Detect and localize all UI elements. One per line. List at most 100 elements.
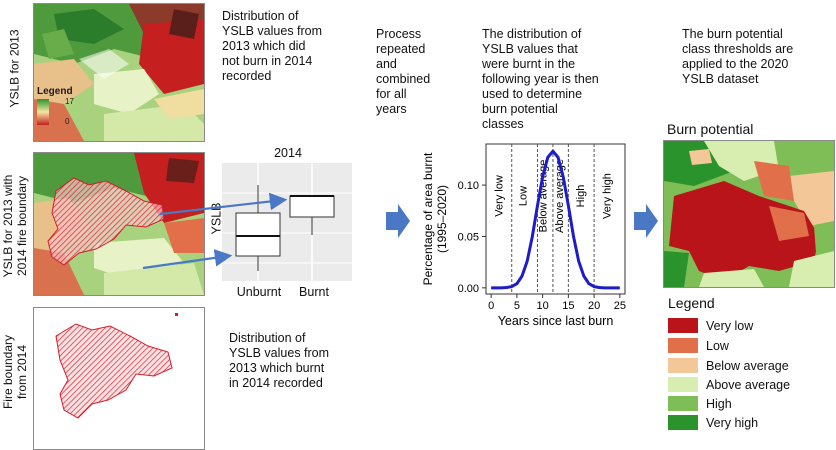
process-arrow-1 xyxy=(386,204,410,238)
row-label-top: YSLB for 2013 xyxy=(7,24,22,114)
caption-process-line: years xyxy=(376,102,407,116)
legend-label: Very high xyxy=(706,415,759,430)
class-label: High xyxy=(575,185,587,208)
x-axis-label: Years since last burn xyxy=(498,314,614,328)
burn-potential-title: Burn potential xyxy=(667,121,754,137)
fire-boundary-map xyxy=(33,307,205,450)
caption-thresholds-line: applied to the 2020 xyxy=(682,57,789,71)
fire-boundary-map-graphic xyxy=(34,308,204,449)
legend-title: Legend xyxy=(668,295,715,311)
boxplot-box-unburnt xyxy=(235,185,281,271)
boxplot-category-burnt: Burnt xyxy=(299,285,329,299)
caption-distribution-line: used to determine xyxy=(482,87,583,101)
caption-distribution-line: classes xyxy=(482,117,524,131)
class-label: Very low xyxy=(493,175,505,217)
caption-burnt-line: 2013 which burnt xyxy=(229,361,325,375)
class-label: Low xyxy=(518,186,530,206)
legend-label: Low xyxy=(706,338,729,353)
caption-process: Process repeated and combined for all ye… xyxy=(376,27,446,117)
x-ticks: 0 5 10 15 20 25 xyxy=(488,294,626,312)
density-chart: Very low Low Below average Above average Hig… xyxy=(421,143,626,328)
class-label: Very high xyxy=(601,173,613,219)
density-plot-area xyxy=(485,143,626,295)
legend-swatch xyxy=(668,338,698,353)
process-arrow-2 xyxy=(634,204,658,238)
x-tick-label: 15 xyxy=(562,300,574,312)
caption-process-line: for all xyxy=(376,87,407,101)
caption-burnt-line: Distribution of xyxy=(229,331,306,345)
map-legend: Legend 17 0 xyxy=(37,86,82,126)
caption-unburnt-line: Distribution of xyxy=(222,9,299,23)
row-label-middle-line1: YSLB for 2013 with xyxy=(1,174,15,278)
legend-item-high: High xyxy=(668,396,732,411)
row-label-bottom-line1: Fire boundary xyxy=(1,334,15,410)
boxplot-panel xyxy=(222,163,352,281)
caption-unburnt-line: recorded xyxy=(222,69,272,83)
map-legend-max: 17 xyxy=(65,97,74,106)
caption-unburnt-line: 2013 which did xyxy=(222,39,306,53)
x-tick-label: 20 xyxy=(588,300,600,312)
y-axis-label-line1: Percentage of area burnt xyxy=(421,152,435,285)
x-tick-label: 0 xyxy=(488,300,494,312)
caption-distribution-line: The distribution of xyxy=(482,27,582,41)
row-label-middle: YSLB for 2013 with 2014 fire boundary xyxy=(1,161,29,291)
yslb-2013-fire-map-graphic xyxy=(34,153,204,295)
caption-thresholds-line: YSLB dataset xyxy=(682,72,759,86)
legend-swatch xyxy=(668,396,698,411)
class-label: Below average xyxy=(538,160,550,233)
legend-label: Very low xyxy=(706,318,754,333)
legend-item-below-average: Below average xyxy=(668,358,789,373)
x-tick-label: 25 xyxy=(614,300,626,312)
legend-swatch xyxy=(668,415,698,430)
map-legend-ramp xyxy=(37,99,49,125)
legend-item-low: Low xyxy=(668,338,729,353)
caption-distribution-line: following year is then xyxy=(482,72,599,86)
y-axis-label-line2: (1995–2020) xyxy=(435,185,449,253)
caption-burnt-line: in 2014 recorded xyxy=(229,376,323,390)
caption-distribution-line: were burnt in the xyxy=(482,57,576,71)
burn-potential-map xyxy=(663,140,835,288)
legend-swatch xyxy=(668,358,698,373)
burn-potential-map-graphic xyxy=(664,141,834,287)
caption-thresholds-line: class thresholds are xyxy=(682,42,794,56)
y-ticks: 0.00 0.05 0.10 xyxy=(458,180,486,295)
row-label-middle-line2: 2014 fire boundary xyxy=(15,175,29,277)
caption-distribution: The distribution of YSLB values that wer… xyxy=(482,27,632,132)
legend-swatch xyxy=(668,377,698,392)
x-tick-label: 10 xyxy=(537,300,549,312)
row-label-bottom-line2: from 2014 xyxy=(15,344,29,400)
legend-label: Below average xyxy=(706,358,789,373)
legend-item-above-average: Above average xyxy=(668,377,790,392)
threshold-lines xyxy=(511,144,595,294)
row-label-bottom: Fire boundary from 2014 xyxy=(1,327,29,417)
caption-process-line: Process xyxy=(376,27,422,41)
boxplot-box-burnt xyxy=(289,195,335,235)
caption-burnt-distribution: Distribution of YSLB values from 2013 wh… xyxy=(229,331,369,391)
legend-label: Above average xyxy=(706,377,791,392)
caption-unburnt-line: not burn in 2014 xyxy=(222,54,313,68)
caption-thresholds-line: The burn potential xyxy=(682,27,783,41)
caption-unburnt-distribution: Distribution of YSLB values from 2013 wh… xyxy=(222,9,362,84)
caption-thresholds: The burn potential class thresholds are … xyxy=(682,27,832,87)
boxplot-graphic xyxy=(222,163,352,281)
map-legend-min: 0 xyxy=(65,117,70,126)
caption-process-line: and xyxy=(376,57,397,71)
y-tick-label: 0.10 xyxy=(458,180,479,192)
legend-swatch xyxy=(668,318,698,333)
yslb-2013-map: Legend 17 0 xyxy=(33,3,205,142)
caption-unburnt-line: YSLB values from xyxy=(222,24,323,38)
row-label-top-text: YSLB for 2013 xyxy=(7,29,22,108)
legend-label: High xyxy=(706,396,732,411)
map-legend-title: Legend xyxy=(37,86,73,97)
boxplot-title: 2014 xyxy=(274,146,302,160)
caption-process-line: combined xyxy=(376,72,431,86)
y-tick-label: 0.00 xyxy=(458,283,479,295)
y-tick-label: 0.05 xyxy=(458,231,479,243)
caption-process-line: repeated xyxy=(376,42,426,56)
x-tick-label: 5 xyxy=(514,300,520,312)
caption-distribution-line: YSLB values that xyxy=(482,42,578,56)
boxplot-category-unburnt: Unburnt xyxy=(236,285,282,299)
density-curve xyxy=(491,149,620,290)
yslb-2013-fire-map xyxy=(33,152,205,296)
caption-burnt-line: YSLB values from xyxy=(229,346,330,360)
